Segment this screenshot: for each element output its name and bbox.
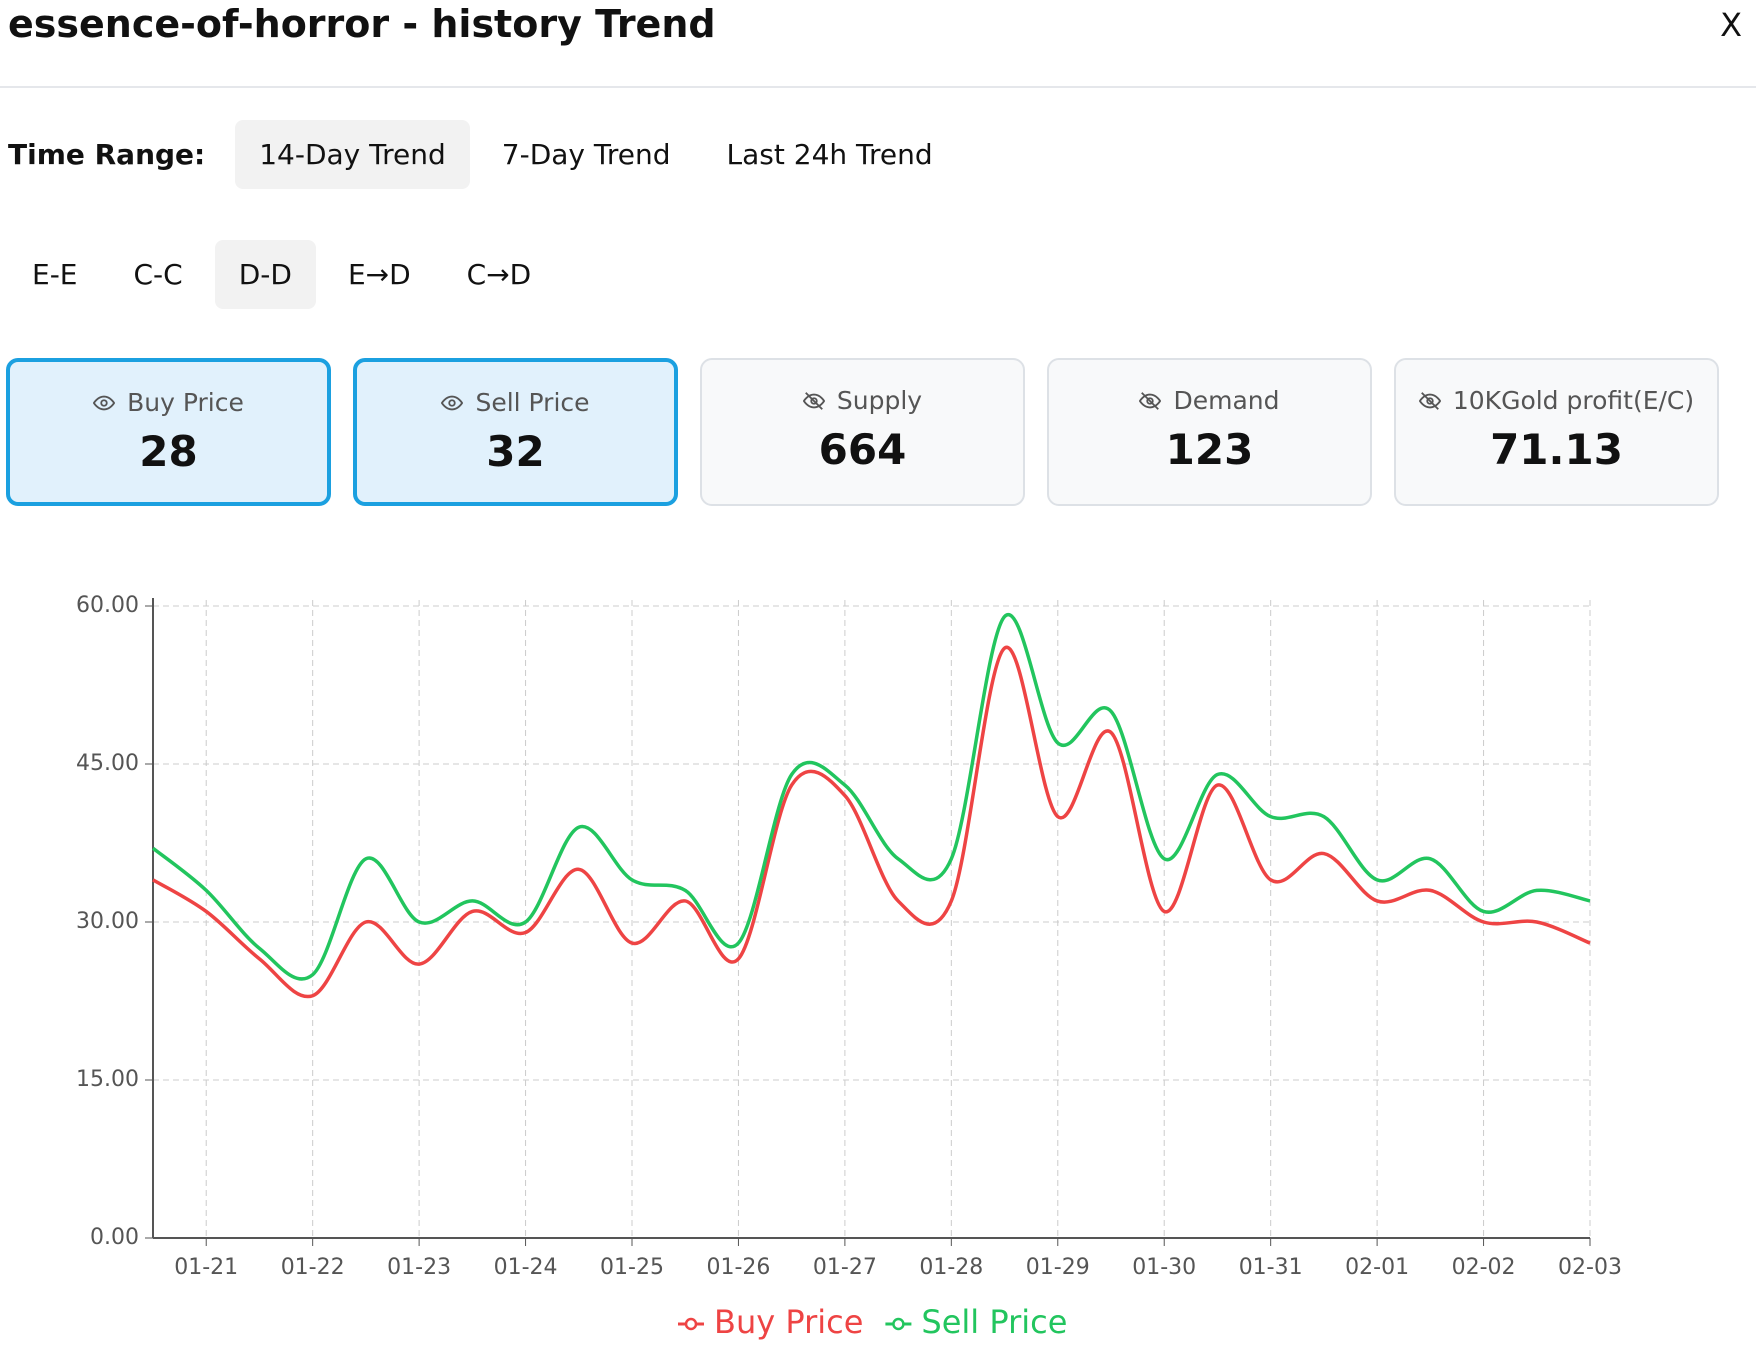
x-tick-label: 01-24 — [494, 1255, 558, 1280]
metric-card[interactable]: Buy Price 28 — [6, 358, 331, 506]
time-range-button[interactable]: 7-Day Trend — [501, 138, 671, 171]
card-label-row: Demand — [1049, 386, 1370, 415]
card-label-row: Sell Price — [357, 388, 674, 417]
x-tick-label: 02-02 — [1452, 1255, 1516, 1280]
card-label: 10KGold profit(E/C) — [1452, 386, 1695, 415]
time-range-label: Time Range: — [8, 138, 206, 171]
time-range-button[interactable]: 14-Day Trend — [235, 120, 470, 189]
dialog-title: essence-of-horror - history Trend — [8, 2, 716, 46]
eye-off-icon — [1418, 391, 1441, 410]
series-line — [152, 645, 1591, 999]
card-label-row: Supply — [702, 386, 1023, 415]
card-label: Demand — [1173, 386, 1280, 415]
metric-card[interactable]: Supply 664 — [700, 358, 1025, 506]
metric-card[interactable]: Demand 123 — [1047, 358, 1372, 506]
series-line — [151, 612, 1591, 981]
card-label: Sell Price — [475, 388, 590, 417]
card-value: 28 — [139, 427, 198, 476]
x-tick-label: 01-28 — [919, 1255, 983, 1280]
x-tick-label: 01-23 — [387, 1255, 451, 1280]
metric-card[interactable]: 10KGold profit(E/C) 71.13 — [1394, 358, 1719, 506]
card-value: 32 — [486, 427, 545, 476]
x-tick-label: 01-26 — [706, 1255, 770, 1280]
x-tick-label: 01-25 — [600, 1255, 664, 1280]
chart: 0.00 15.00 30.00 45.00 60.00 01-21 01-22 01-23 0… — [76, 593, 1622, 1340]
x-tick-label: 01-27 — [813, 1255, 877, 1280]
x-tick-label: 02-03 — [1558, 1255, 1622, 1280]
mode-button[interactable]: D-D — [214, 240, 316, 309]
eye-off-icon — [1139, 391, 1162, 410]
y-tick-label: 15.00 — [76, 1067, 139, 1092]
time-range-row: Time Range: 14-Day Trend 7-Day Trend Last … — [8, 120, 965, 189]
card-label-row: 10KGold profit(E/C) — [1396, 386, 1717, 415]
card-value: 664 — [818, 425, 907, 474]
card-value: 123 — [1165, 425, 1254, 474]
y-tick-label: 60.00 — [76, 593, 139, 618]
y-tick-label: 30.00 — [76, 909, 139, 934]
divider — [0, 86, 1756, 88]
legend-marker — [892, 1317, 905, 1331]
eye-icon — [93, 395, 116, 410]
legend-label: Buy Price — [714, 1303, 863, 1340]
x-tick-label: 01-29 — [1026, 1255, 1090, 1280]
x-tick-label: 01-31 — [1239, 1255, 1303, 1280]
card-row: Buy Price 28 Sell Price 32 Supply 664 Demand 12… — [6, 358, 1719, 506]
card-label: Supply — [836, 386, 923, 415]
card-value: 71.13 — [1490, 425, 1623, 474]
eye-off-icon — [802, 391, 825, 410]
legend-marker — [684, 1317, 698, 1331]
x-tick-label: 02-01 — [1345, 1255, 1409, 1280]
y-tick-label: 45.00 — [76, 751, 139, 776]
card-label: Buy Price — [127, 388, 244, 417]
mode-row: E-E C-C D-D E→D C→D — [8, 240, 563, 309]
metric-card[interactable]: Sell Price 32 — [353, 358, 678, 506]
legend-label: Sell Price — [921, 1303, 1067, 1340]
mode-button[interactable]: C-C — [133, 258, 183, 291]
eye-icon — [441, 395, 464, 410]
mode-button[interactable]: E-E — [32, 258, 78, 291]
x-tick-label: 01-22 — [281, 1255, 345, 1280]
close-button[interactable]: X — [1720, 6, 1742, 44]
y-tick-label: 0.00 — [90, 1225, 139, 1250]
time-range-button[interactable]: Last 24h Trend — [726, 138, 933, 171]
card-label-row: Buy Price — [10, 388, 327, 417]
mode-button[interactable]: C→D — [466, 258, 532, 291]
x-tick-label: 01-21 — [174, 1255, 238, 1280]
mode-button[interactable]: E→D — [347, 258, 411, 291]
x-tick-label: 01-30 — [1132, 1255, 1196, 1280]
